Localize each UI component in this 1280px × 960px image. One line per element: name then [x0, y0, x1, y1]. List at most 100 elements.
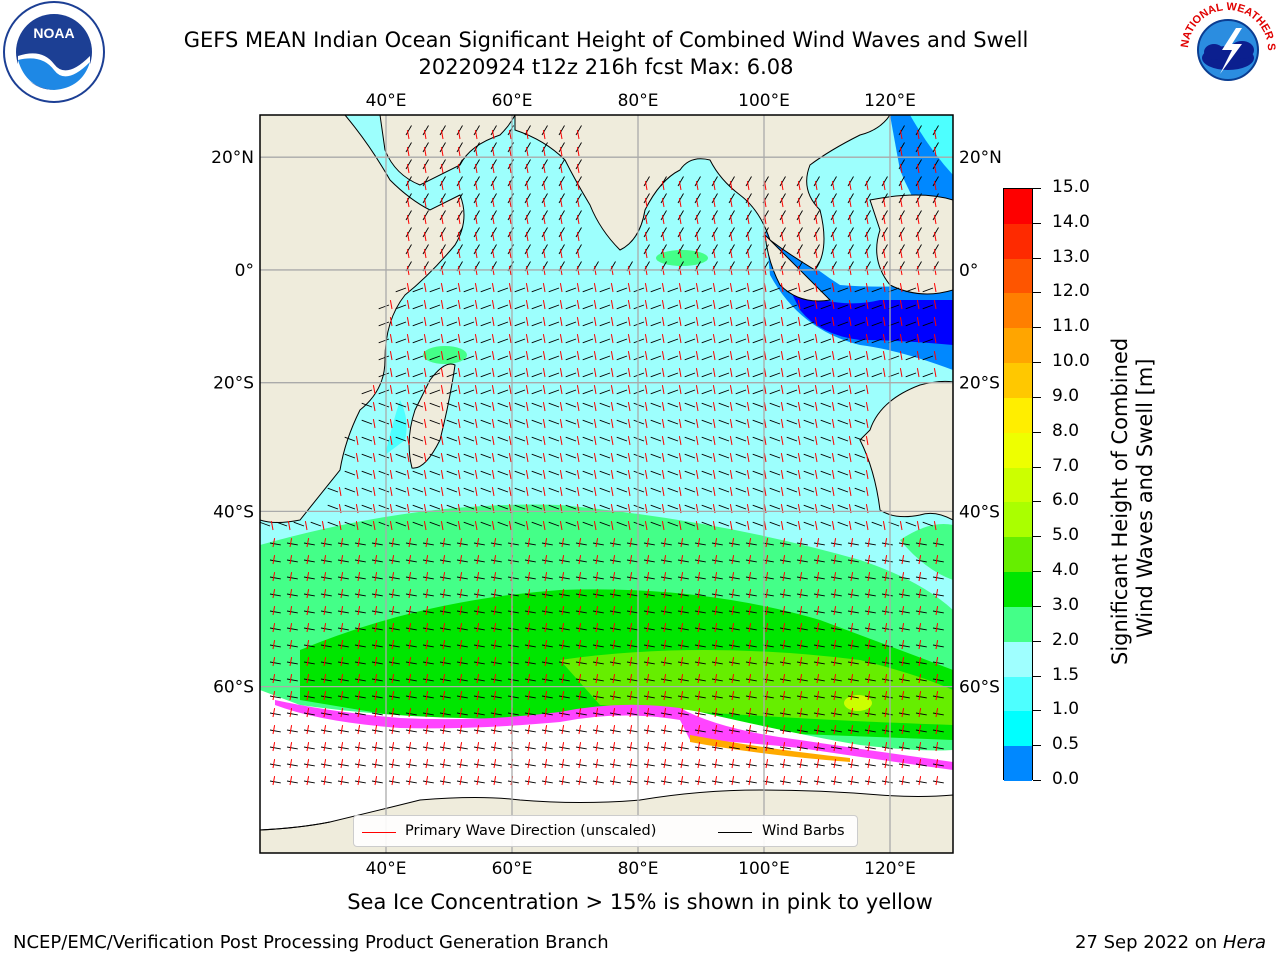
wave-direction-arrow	[899, 249, 903, 259]
wind-barb	[932, 227, 939, 238]
wave-direction-arrow	[663, 776, 667, 786]
wind-barb	[769, 470, 781, 476]
wind-barb	[881, 244, 888, 255]
wave-direction-arrow	[306, 589, 310, 599]
wind-barb	[497, 338, 509, 344]
wind-barb	[582, 389, 594, 395]
wind-barb	[752, 372, 764, 378]
wind-barb	[599, 521, 611, 527]
wave-direction-arrow	[644, 402, 648, 412]
wind-barb	[718, 287, 730, 293]
wind-barb	[344, 487, 356, 493]
wave-direction-arrow	[848, 453, 852, 463]
wind-barb	[745, 610, 757, 614]
wave-direction-arrow	[916, 130, 920, 140]
wave-direction-arrow	[661, 300, 665, 310]
wind-barb	[735, 402, 747, 408]
wave-direction-arrow	[748, 708, 752, 718]
wave-direction-arrow	[542, 283, 546, 293]
wind-barb	[898, 695, 910, 699]
wind-barb	[796, 244, 803, 255]
wave-direction-arrow	[850, 759, 854, 769]
wave-direction-arrow	[527, 538, 531, 548]
wind-barb	[422, 661, 434, 665]
wind-barb	[745, 695, 757, 699]
wave-direction-arrow	[440, 147, 444, 157]
wave-direction-arrow	[323, 708, 327, 718]
wave-direction-arrow	[678, 215, 682, 225]
wave-direction-arrow	[916, 164, 920, 174]
wind-barb	[813, 678, 825, 682]
colorbar-segment	[1004, 363, 1032, 399]
wind-barb	[524, 695, 536, 699]
wind-barb	[820, 453, 832, 459]
wave-direction-arrow	[321, 521, 325, 531]
wind-barb	[718, 504, 730, 510]
wave-direction-arrow	[746, 521, 750, 531]
wind-barb	[582, 470, 594, 476]
wind-barb	[524, 559, 536, 563]
wave-direction-arrow	[493, 623, 497, 633]
wave-direction-arrow	[848, 487, 852, 497]
wave-direction-arrow	[627, 436, 631, 446]
wave-direction-arrow	[884, 572, 888, 582]
wind-barb	[269, 542, 281, 546]
wind-barb	[507, 593, 519, 597]
wave-direction-arrow	[765, 623, 769, 633]
wind-barb	[541, 227, 548, 238]
wave-direction-arrow	[748, 759, 752, 769]
wind-barb	[497, 504, 509, 510]
wave-direction-arrow	[491, 300, 495, 310]
wave-direction-arrow	[423, 198, 427, 208]
wind-barb	[786, 504, 798, 510]
wind-barb	[497, 287, 509, 293]
wave-direction-arrow	[442, 538, 446, 548]
wave-direction-arrow	[831, 198, 835, 208]
wind-barb	[548, 419, 560, 425]
wave-direction-arrow	[678, 351, 682, 361]
wind-barb	[412, 436, 424, 442]
wave-direction-arrow	[661, 521, 665, 531]
wind-barb	[463, 419, 475, 425]
wind-barb	[320, 695, 332, 699]
wave-direction-arrow	[797, 198, 801, 208]
wave-direction-arrow	[272, 538, 276, 548]
wind-barb	[429, 470, 441, 476]
wind-barb	[932, 593, 944, 597]
wave-direction-arrow	[627, 334, 631, 344]
wave-direction-arrow	[644, 521, 648, 531]
wave-direction-arrow	[627, 300, 631, 310]
wave-direction-arrow	[848, 283, 852, 293]
colorbar-segment	[1004, 537, 1032, 573]
wave-direction-arrow	[542, 453, 546, 463]
wind-barb	[684, 304, 696, 310]
wind-barb	[439, 593, 451, 597]
wave-direction-arrow	[304, 521, 308, 531]
wind-barb	[898, 627, 910, 631]
wave-direction-arrow	[848, 368, 852, 378]
wind-barb	[344, 436, 356, 442]
wind-barb	[524, 746, 536, 750]
wave-direction-arrow	[595, 589, 599, 599]
wave-direction-arrow	[474, 402, 478, 412]
wind-barb	[796, 576, 808, 580]
wind-barb	[796, 678, 808, 682]
wind-barb	[769, 389, 781, 395]
wave-direction-arrow	[729, 300, 733, 310]
wind-barb	[932, 210, 939, 221]
wave-direction-arrow	[916, 283, 920, 293]
wind-barb	[507, 678, 519, 682]
wave-direction-arrow	[391, 657, 395, 667]
wind-barb	[456, 627, 468, 631]
wind-barb	[354, 644, 366, 648]
wave-direction-arrow	[765, 759, 769, 769]
wave-direction-arrow	[918, 538, 922, 548]
wind-barb	[820, 436, 832, 442]
wind-barb	[803, 487, 815, 493]
wave-direction-arrow	[884, 589, 888, 599]
wave-direction-arrow	[527, 708, 531, 718]
wind-barb	[558, 593, 570, 597]
wind-barb	[260, 521, 271, 527]
colorbar-segment	[1004, 223, 1032, 260]
wave-direction-arrow	[899, 232, 903, 242]
